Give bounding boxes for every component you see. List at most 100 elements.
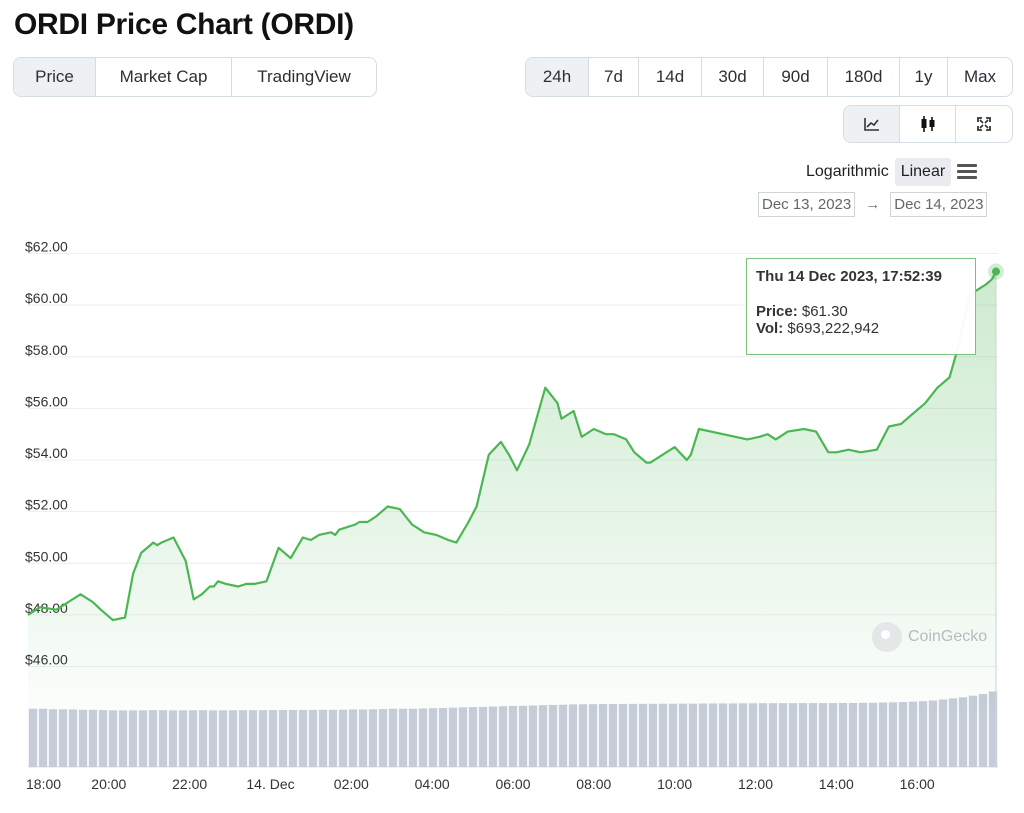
range-30d-button[interactable]: 30d: [702, 58, 764, 96]
volume-bar: [38, 708, 48, 767]
range-1y-button[interactable]: 1y: [900, 58, 948, 96]
range-14d-button[interactable]: 14d: [639, 58, 702, 96]
volume-bar: [738, 703, 748, 767]
x-tick-label: 16:00: [900, 776, 935, 792]
line-chart-button[interactable]: [844, 106, 900, 142]
volume-bar: [438, 707, 448, 767]
volume-bar: [238, 710, 248, 767]
volume-bar: [808, 703, 818, 767]
range-90d-button[interactable]: 90d: [764, 58, 828, 96]
candlestick-button[interactable]: [900, 106, 956, 142]
volume-bar: [648, 703, 658, 767]
volume-bar: [968, 695, 978, 767]
y-tick-label: $52.00: [25, 497, 68, 513]
volume-bar: [88, 709, 98, 767]
volume-bar: [508, 706, 518, 767]
tooltip-vol-row: Vol: $693,222,942: [756, 320, 966, 337]
range-7d-button[interactable]: 7d: [589, 58, 639, 96]
tooltip-vol-label: Vol:: [756, 320, 784, 337]
volume-bar: [178, 710, 188, 767]
fullscreen-button[interactable]: [956, 106, 1012, 142]
volume-bar: [888, 702, 898, 767]
price-tooltip: Thu 14 Dec 2023, 17:52:39 Price: $61.30 …: [746, 258, 976, 355]
volume-bar: [348, 709, 358, 767]
volume-bar: [958, 697, 968, 767]
range-24h-button[interactable]: 24h: [526, 58, 589, 96]
range-max-button[interactable]: Max: [963, 67, 997, 86]
volume-bar: [978, 694, 988, 767]
volume-bar: [408, 708, 418, 767]
x-tick-label: 04:00: [415, 776, 450, 792]
x-tick-label: 14. Dec: [246, 776, 294, 792]
volume-bar: [658, 703, 668, 767]
x-tick-label: 08:00: [576, 776, 611, 792]
volume-bar: [308, 709, 318, 767]
volume-bar: [598, 704, 608, 767]
line-chart-icon: [863, 118, 879, 131]
volume-bar: [488, 706, 498, 767]
volume-bar: [788, 703, 798, 767]
volume-bar: [768, 703, 778, 767]
volume-bar: [708, 703, 718, 767]
volume-bar: [28, 708, 38, 767]
volume-bar: [228, 710, 238, 767]
volume-bar: [338, 709, 348, 767]
tab-market-cap[interactable]: Market Cap: [96, 58, 232, 96]
volume-bar: [798, 703, 808, 767]
tab-price[interactable]: Price: [14, 58, 96, 96]
x-tick-label: 06:00: [495, 776, 530, 792]
coingecko-watermark: CoinGecko: [872, 622, 987, 652]
volume-bar: [858, 702, 868, 767]
volume-bar: [138, 710, 148, 767]
volume-bar: [48, 709, 58, 767]
date-to-input[interactable]: Dec 14, 2023: [890, 192, 988, 217]
volume-bar: [158, 710, 168, 767]
volume-bar: [698, 703, 708, 767]
volume-bar: [878, 702, 888, 767]
coingecko-logo-icon: [872, 622, 902, 652]
volume-bar: [718, 703, 728, 767]
volume-bar: [268, 710, 278, 767]
volume-bar: [288, 709, 298, 767]
volume-bar: [128, 710, 138, 767]
volume-bar: [468, 707, 478, 767]
volume-bar: [208, 710, 218, 767]
chart-type-tabs: Price Market Cap TradingView: [13, 57, 377, 97]
y-tick-label: $62.00: [25, 238, 68, 254]
volume-bar: [188, 710, 198, 767]
volume-bar: [248, 710, 258, 767]
volume-bar: [458, 707, 468, 767]
x-tick-label: 18:00: [26, 776, 61, 792]
x-tick-label: 02:00: [334, 776, 369, 792]
x-tick-label: 20:00: [91, 776, 126, 792]
volume-bar: [638, 703, 648, 767]
volume-bar: [78, 709, 88, 767]
range-180d-button[interactable]: 180d: [828, 58, 900, 96]
y-tick-label: $56.00: [25, 393, 68, 409]
price-area: [28, 271, 996, 713]
fullscreen-icon: [977, 117, 991, 131]
volume-bar: [988, 691, 998, 767]
volume-bar: [668, 703, 678, 767]
volume-bar: [908, 701, 918, 767]
volume-bar: [948, 698, 958, 767]
volume-bar: [168, 710, 178, 767]
tab-tradingview[interactable]: TradingView: [257, 67, 351, 86]
tooltip-price-label: Price:: [756, 303, 798, 320]
volume-bar: [868, 702, 878, 767]
chart-tools: [843, 105, 1013, 143]
volume-bar: [108, 710, 118, 767]
candlestick-icon: [921, 116, 934, 132]
logarithmic-option[interactable]: Logarithmic: [806, 163, 889, 180]
volume-bar: [778, 703, 788, 767]
chart-menu-icon[interactable]: [957, 164, 978, 180]
volume-bar: [618, 703, 628, 767]
date-from-input[interactable]: Dec 13, 2023: [758, 192, 856, 217]
volume-bar: [278, 710, 288, 767]
volume-bar: [388, 708, 398, 767]
volume-bar: [568, 704, 578, 767]
linear-option[interactable]: Linear: [894, 158, 952, 186]
volume-bar: [218, 710, 228, 767]
volume-bar: [328, 709, 338, 767]
